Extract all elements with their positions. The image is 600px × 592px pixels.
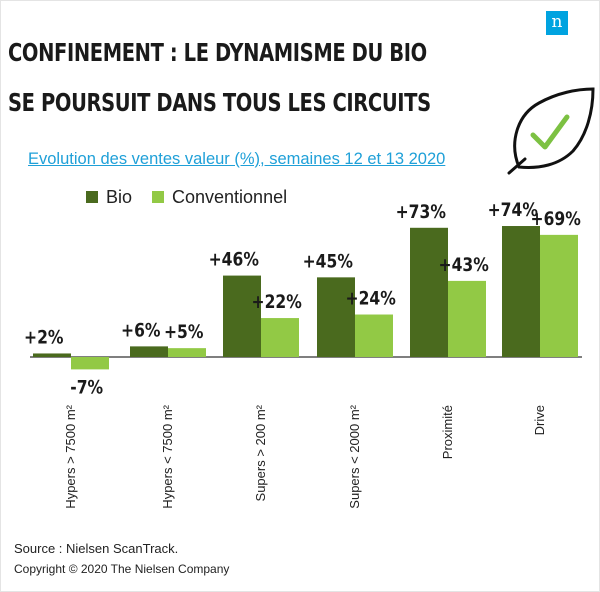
x-tick-label-4: Proximité — [440, 405, 455, 459]
data-label-conventionnel-5: +69% — [531, 208, 581, 230]
data-label-conventionnel-4: +43% — [439, 254, 489, 276]
bar-bio-0 — [33, 353, 71, 357]
x-tick-label-5: Drive — [532, 405, 547, 435]
data-label-conventionnel-2: +22% — [252, 292, 302, 314]
nielsen-logo: n — [546, 11, 568, 35]
data-label-bio-2: +46% — [209, 249, 259, 271]
bar-conventionnel-0 — [71, 357, 109, 370]
bar-bio-3 — [317, 277, 355, 357]
page-title-line-2: SE POURSUIT DANS TOUS LES CIRCUITS — [8, 88, 431, 117]
legend-item-conventionnel: Conventionnel — [152, 186, 287, 208]
data-label-conventionnel-3: +24% — [346, 288, 396, 310]
bar-bio-2 — [223, 275, 261, 357]
x-tick-label-2: Supers > 200 m² — [253, 404, 268, 501]
bar-conventionnel-3 — [355, 314, 393, 357]
data-label-bio-1: +6% — [121, 320, 160, 342]
bar-bio-4 — [410, 227, 448, 357]
data-label-bio-5: +74% — [488, 200, 538, 222]
bar-conventionnel-5 — [540, 234, 578, 357]
legend-label-bio: Bio — [106, 186, 133, 207]
bar-conventionnel-2 — [261, 318, 299, 357]
bar-conventionnel-1 — [168, 348, 206, 357]
bar-bio-5 — [502, 226, 540, 357]
copyright-note: Copyright © 2020 The Nielsen Company — [14, 562, 230, 576]
chart-subtitle[interactable]: Evolution des ventes valeur (%), semaine… — [28, 150, 446, 168]
x-tick-label-3: Supers < 2000 m² — [347, 404, 362, 508]
data-label-bio-3: +45% — [303, 251, 353, 273]
x-tick-label-0: Hypers > 7500 m² — [63, 404, 78, 508]
legend-swatch-bio — [86, 191, 98, 203]
legend-label-conventionnel: Conventionnel — [172, 186, 288, 207]
bar-conventionnel-4 — [448, 280, 486, 357]
leaf-check-icon — [507, 87, 595, 175]
bar-bio-1 — [130, 346, 168, 357]
data-label-bio-0: +2% — [24, 327, 63, 349]
data-label-bio-4: +73% — [396, 201, 446, 223]
page-title-line-1: CONFINEMENT : LE DYNAMISME DU BIO — [8, 38, 427, 67]
legend-item-bio: Bio — [86, 186, 132, 208]
legend-swatch-conventionnel — [152, 191, 164, 203]
source-note: Source : Nielsen ScanTrack. — [14, 541, 179, 556]
data-label-conventionnel-0: -7% — [70, 377, 103, 399]
data-label-conventionnel-1: +5% — [164, 322, 203, 344]
x-tick-label-1: Hypers < 7500 m² — [160, 404, 175, 508]
